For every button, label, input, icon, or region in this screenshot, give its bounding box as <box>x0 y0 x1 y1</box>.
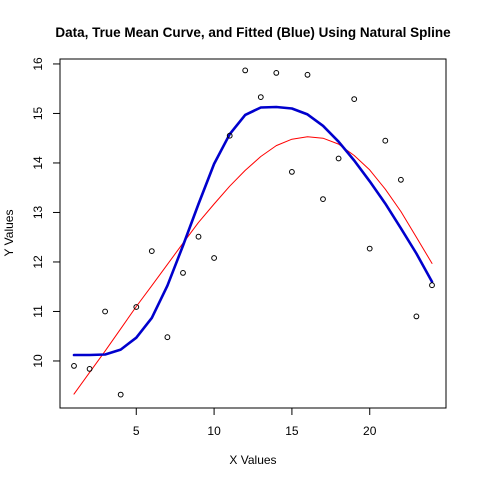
data-point <box>351 96 358 102</box>
y-axis: 10 11 12 13 14 15 16 <box>31 57 61 368</box>
data-point <box>273 70 280 76</box>
y-tick-label: 16 <box>31 57 45 71</box>
plot-frame <box>59 58 447 409</box>
y-tick-label: 10 <box>31 354 45 368</box>
data-point <box>180 270 186 276</box>
x-tick-label: 10 <box>207 424 221 438</box>
data-point <box>226 132 233 139</box>
data-point <box>382 137 389 144</box>
data-point <box>242 67 249 74</box>
data-point <box>398 176 404 183</box>
data-point <box>257 94 264 100</box>
x-axis-label: X Values <box>229 453 276 467</box>
y-axis-label: Y Values <box>2 210 16 257</box>
data-point <box>304 71 311 78</box>
data-point <box>117 391 124 398</box>
data-point <box>335 155 342 162</box>
x-tick-label: 15 <box>285 424 299 438</box>
data-point <box>102 308 108 315</box>
data-point <box>148 248 155 255</box>
data-point <box>413 313 420 320</box>
data-point <box>133 304 140 310</box>
data-point <box>366 245 373 252</box>
chart-title: Data, True Mean Curve, and Fitted (Blue)… <box>55 25 451 40</box>
y-tick-label: 14 <box>31 156 45 170</box>
data-point <box>289 169 295 175</box>
y-tick-label: 12 <box>31 255 45 269</box>
data-point <box>211 255 218 261</box>
data-point <box>71 363 77 369</box>
true-mean-curve <box>73 136 433 395</box>
data-point <box>320 196 326 203</box>
data-points <box>71 67 435 398</box>
y-tick-label: 13 <box>31 205 45 219</box>
y-tick-label: 11 <box>31 305 45 318</box>
x-tick-label: 5 <box>133 424 140 438</box>
x-axis: 5 10 15 20 <box>133 407 377 438</box>
data-point <box>195 233 202 240</box>
y-tick-label: 15 <box>31 106 45 120</box>
series-lines <box>72 105 434 395</box>
data-point <box>429 282 435 289</box>
data-point <box>164 334 171 341</box>
x-tick-label: 20 <box>363 424 377 438</box>
data-point <box>86 366 93 372</box>
fitted-spline-curve <box>72 105 434 357</box>
